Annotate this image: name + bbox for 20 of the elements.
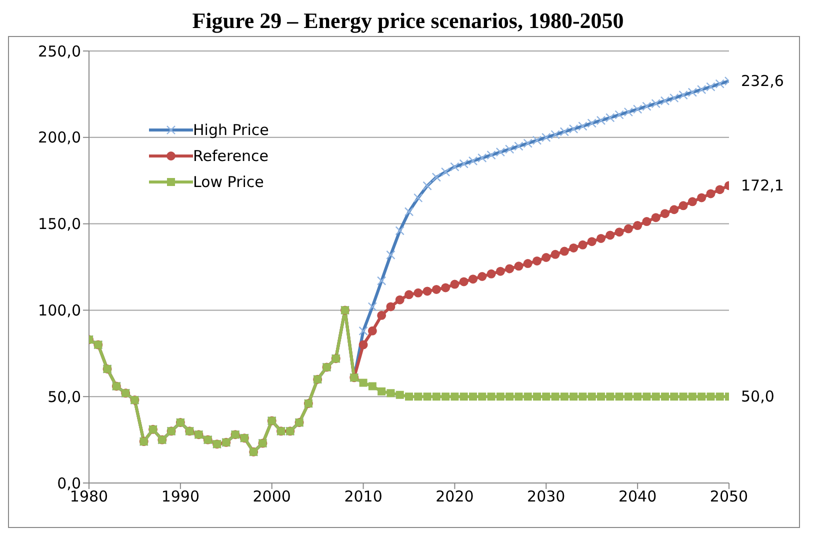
y-tick-label: 250,0 bbox=[38, 42, 81, 60]
x-tick-label: 1990 bbox=[161, 488, 200, 506]
legend-label: Reference bbox=[193, 147, 269, 165]
x-tick-label: 2040 bbox=[618, 488, 657, 506]
y-tick-label: 50,0 bbox=[48, 388, 81, 406]
x-tick-label: 2010 bbox=[344, 488, 382, 506]
x-tick-label: 2000 bbox=[252, 488, 291, 506]
data-label: 232,6 bbox=[741, 72, 784, 90]
x-tick-label: 1980 bbox=[70, 488, 108, 506]
y-tick-label: 100,0 bbox=[38, 302, 81, 320]
y-tick-label: 200,0 bbox=[38, 128, 81, 147]
data-label: 172,1 bbox=[741, 176, 784, 195]
legend-label: Low Price bbox=[193, 173, 264, 191]
x-tick-label: 2020 bbox=[436, 488, 474, 506]
x-tick-label: 2050 bbox=[710, 488, 748, 506]
legend-label: High Price bbox=[193, 121, 269, 139]
data-label: 50,0 bbox=[741, 388, 774, 406]
x-tick-label: 2030 bbox=[527, 488, 566, 506]
y-tick-label: 150,0 bbox=[38, 215, 81, 234]
chart-title: Figure 29 – Energy price scenarios, 1980-2050 bbox=[191, 8, 625, 35]
